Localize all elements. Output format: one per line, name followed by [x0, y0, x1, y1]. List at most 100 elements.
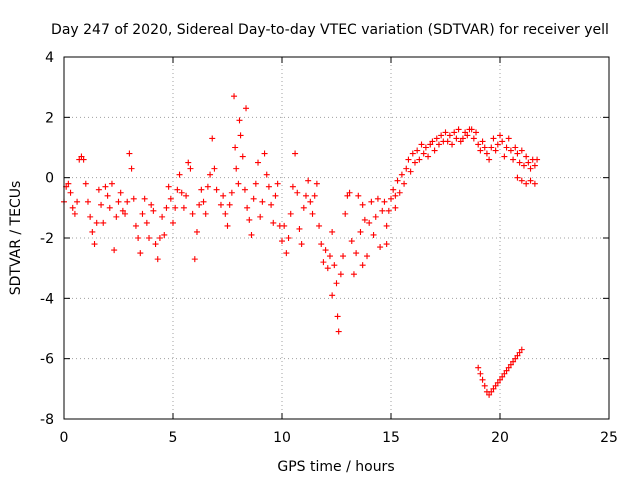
data-point-marker [331, 262, 338, 269]
data-point-marker [209, 135, 216, 142]
data-point-marker [444, 138, 451, 145]
data-point-marker [213, 186, 220, 193]
data-point-marker [300, 204, 307, 211]
data-point-marker [283, 250, 290, 257]
data-point-marker [503, 144, 510, 151]
data-point-marker [320, 259, 327, 266]
data-point-marker [285, 235, 292, 241]
data-point-marker [235, 180, 242, 187]
data-point-marker [359, 262, 366, 269]
data-point-marker [396, 189, 403, 196]
data-point-marker [318, 241, 325, 248]
data-point-marker [178, 189, 185, 196]
data-point-marker [185, 159, 192, 166]
data-point-marker [324, 265, 331, 272]
data-point-marker [150, 207, 157, 214]
data-point-marker [361, 216, 368, 223]
data-point-marker [143, 219, 150, 226]
data-point-marker [316, 222, 323, 229]
data-point-marker [503, 367, 510, 374]
data-point-marker [329, 292, 336, 299]
data-point-marker [473, 129, 480, 136]
data-point-marker [78, 153, 85, 160]
data-point-marker [115, 198, 122, 205]
data-point-marker [189, 210, 196, 217]
data-point-marker [475, 364, 482, 371]
data-point-marker [475, 141, 482, 148]
data-point-marker [438, 132, 445, 139]
data-point-marker [479, 138, 486, 145]
data-point-marker [132, 222, 139, 229]
data-point-marker [128, 165, 135, 172]
data-point-marker [220, 192, 227, 199]
data-point-marker [198, 186, 205, 193]
data-point-marker [523, 153, 530, 160]
data-point-marker [366, 219, 373, 226]
data-point-marker [425, 153, 432, 160]
data-point-marker [477, 147, 484, 154]
data-point-marker [93, 219, 100, 226]
data-point-marker [510, 358, 517, 365]
data-point-marker [355, 192, 362, 199]
data-point-marker [95, 186, 102, 193]
data-point-marker [531, 162, 538, 169]
data-point-marker [172, 204, 179, 211]
data-point-marker [446, 132, 453, 139]
data-point-marker [159, 213, 166, 220]
data-point-marker [207, 171, 214, 178]
data-point-marker [232, 144, 239, 151]
data-point-marker [104, 192, 111, 199]
data-point-marker [505, 364, 512, 371]
data-point-marker [525, 159, 532, 166]
data-point-marker [122, 210, 129, 217]
data-point-marker [265, 183, 272, 190]
data-point-marker [98, 201, 105, 208]
data-point-marker [292, 150, 299, 157]
data-point-marker [268, 201, 275, 208]
data-point-marker [512, 355, 519, 362]
data-point-marker [422, 144, 429, 151]
data-point-marker [294, 189, 301, 196]
data-point-marker [180, 204, 187, 211]
data-point-marker [401, 180, 408, 187]
data-point-marker [89, 228, 96, 235]
data-point-marker [451, 129, 458, 136]
y-tick-label: -4 [40, 291, 54, 307]
data-point-marker [431, 147, 438, 154]
data-point-marker [200, 198, 207, 205]
data-point-marker [307, 198, 314, 205]
data-point-marker [108, 180, 115, 187]
x-tick-label: 25 [600, 430, 618, 446]
data-point-marker [368, 198, 375, 205]
data-point-marker [501, 370, 508, 377]
data-point-marker [390, 186, 397, 193]
data-point-marker [183, 192, 190, 199]
data-point-marker [490, 135, 497, 142]
data-point-marker [313, 180, 320, 187]
data-point-marker [217, 201, 224, 208]
x-tick-label: 5 [169, 430, 178, 446]
data-point-marker [374, 195, 381, 202]
data-point-marker [483, 150, 490, 157]
data-point-marker [442, 129, 449, 136]
data-point-marker [167, 195, 174, 202]
data-point-marker [119, 207, 126, 214]
data-point-marker [486, 391, 493, 398]
data-point-marker [211, 165, 218, 172]
data-point-marker [468, 126, 475, 133]
data-point-marker [224, 222, 231, 229]
data-point-marker [243, 105, 250, 112]
data-point-marker [518, 147, 525, 154]
data-point-marker [84, 198, 91, 205]
data-point-marker [394, 177, 401, 184]
data-point-marker [272, 192, 279, 199]
data-point-marker [236, 117, 243, 124]
data-point-marker [165, 183, 172, 190]
data-point-marker [296, 225, 303, 232]
data-point-marker [274, 180, 281, 187]
data-point-marker [377, 244, 384, 251]
data-point-marker [372, 213, 379, 220]
x-tick-label: 15 [382, 430, 400, 446]
chart-title: Day 247 of 2020, Sidereal Day-to-day VTE… [51, 22, 609, 38]
data-point-marker [516, 159, 523, 166]
